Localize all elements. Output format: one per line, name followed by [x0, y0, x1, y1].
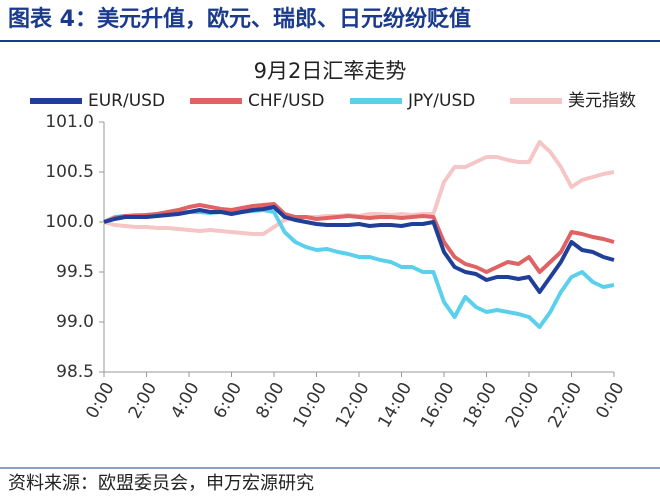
x-tick-label: 0:00: [592, 379, 628, 422]
x-tick-label: 18:00: [459, 379, 501, 431]
x-tick-label: 20:00: [502, 379, 544, 431]
x-tick-label: 12:00: [332, 379, 374, 431]
chart-title: 9月2日汇率走势: [254, 59, 407, 83]
series-line: [103, 202, 615, 274]
x-tick-label: 6:00: [210, 379, 246, 422]
series-line: [103, 140, 615, 236]
x-tick-label: 0:00: [82, 379, 118, 422]
x-tick-label: 8:00: [252, 379, 288, 422]
x-tick-label: 22:00: [544, 379, 586, 431]
legend-label: EUR/USD: [88, 91, 165, 111]
heading: 图表 4：美元升值，欧元、瑞郎、日元纷纷贬值: [8, 6, 471, 32]
source: 资料来源：欧盟委员会，申万宏源研究: [8, 473, 314, 494]
x-tick-label: 10:00: [289, 379, 331, 431]
x-tick-label: 2:00: [125, 379, 161, 422]
y-tick-label: 100.5: [45, 162, 94, 182]
series-line: [103, 205, 615, 294]
x-tick-label: 4:00: [167, 379, 203, 422]
x-tick-label: 16:00: [417, 379, 459, 431]
y-tick-label: 100.0: [45, 212, 94, 232]
x-tick-label: 14:00: [374, 379, 416, 431]
y-tick-label: 99.0: [56, 312, 94, 332]
y-tick-label: 98.5: [56, 362, 94, 382]
y-tick-label: 99.5: [56, 262, 94, 282]
legend-label: CHF/USD: [248, 91, 324, 111]
legend-label: JPY/USD: [407, 91, 475, 111]
legend-label: 美元指数: [568, 91, 636, 111]
y-tick-label: 101.0: [45, 112, 94, 132]
